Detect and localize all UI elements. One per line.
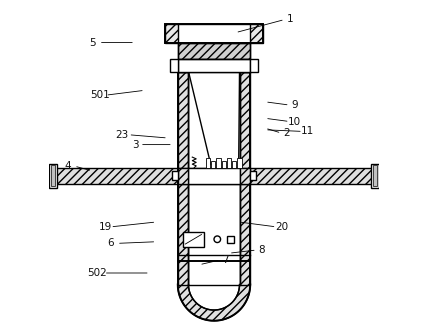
Bar (51, 165, 55, 186)
Text: 23: 23 (115, 130, 128, 140)
Bar (178, 59, 250, 71)
Bar (49, 164, 56, 188)
Bar (240, 168, 250, 184)
Bar (178, 168, 188, 184)
Bar (250, 59, 259, 71)
Bar (216, 158, 220, 168)
Text: 11: 11 (301, 126, 315, 136)
Bar (178, 71, 188, 168)
Bar (188, 184, 240, 285)
Bar (178, 42, 250, 59)
Bar (178, 25, 250, 42)
Text: 2: 2 (283, 128, 290, 138)
Bar (238, 158, 242, 168)
Bar (240, 71, 250, 168)
Polygon shape (188, 285, 240, 310)
Bar (232, 161, 236, 168)
Bar (188, 71, 240, 168)
Text: 3: 3 (132, 139, 138, 150)
Bar (222, 161, 226, 168)
Text: 4: 4 (64, 161, 71, 171)
Bar (178, 42, 250, 59)
Bar (250, 168, 379, 184)
Text: 6: 6 (107, 238, 113, 248)
Bar (373, 165, 377, 186)
Bar (250, 171, 256, 181)
Text: 10: 10 (288, 117, 301, 126)
Bar (165, 25, 263, 42)
Bar (165, 25, 263, 42)
Bar (211, 161, 215, 168)
Bar (183, 232, 204, 247)
Bar (178, 184, 188, 285)
Bar (172, 171, 178, 181)
Text: 1: 1 (286, 15, 293, 25)
Text: 19: 19 (99, 222, 112, 232)
Polygon shape (178, 285, 250, 321)
Text: 20: 20 (275, 222, 288, 232)
Bar (188, 168, 240, 184)
Text: 9: 9 (291, 100, 298, 110)
Bar (240, 184, 250, 285)
Text: 501: 501 (91, 90, 110, 100)
Text: 7: 7 (222, 255, 229, 265)
Text: 8: 8 (259, 245, 265, 255)
Bar (227, 158, 231, 168)
Bar (49, 168, 178, 184)
Bar (227, 236, 234, 243)
Bar (372, 164, 379, 188)
Text: 5: 5 (89, 38, 95, 47)
Bar (169, 59, 178, 71)
Text: 502: 502 (87, 268, 107, 278)
Bar (206, 158, 210, 168)
